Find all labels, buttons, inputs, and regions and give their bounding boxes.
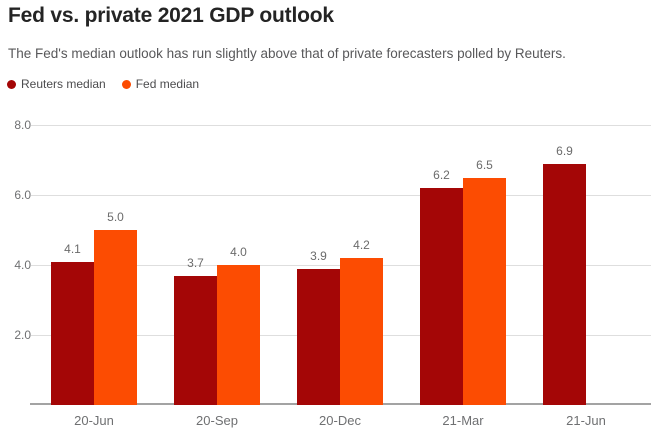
- y-axis-tick-label: 6.0: [14, 188, 31, 202]
- y-axis-tick-label: 2.0: [14, 328, 31, 342]
- legend-item-fed-median: Fed median: [121, 77, 200, 91]
- bar-value-label: 5.0: [107, 210, 124, 224]
- bar-fed-median-20-jun: [94, 230, 137, 405]
- legend-label: Reuters median: [21, 77, 106, 91]
- x-axis-label: 20-Dec: [319, 413, 361, 428]
- bar-fed-median-21-mar: [463, 177, 506, 405]
- y-axis-tick-label: 4.0: [14, 258, 31, 272]
- x-axis-label: 20-Sep: [196, 413, 238, 428]
- bar-value-label: 6.9: [556, 143, 573, 158]
- page-title: Fed vs. private 2021 GDP outlook: [8, 4, 334, 27]
- gridline: [31, 194, 651, 196]
- legend-item-reuters-median: Reuters median: [7, 77, 106, 91]
- bar-chart: 2.0 4.0 6.0 8.0 4.1 5.0 20-Jun 3.7 4.0 20-Sep 3.9 4…: [0, 118, 651, 429]
- bar-value-label: 6.5: [476, 157, 493, 172]
- bar-fed-median-20-sep: [217, 265, 260, 405]
- bar-reuters-median-20-dec: [297, 268, 340, 405]
- bar-reuters-median-20-jun: [51, 261, 94, 405]
- x-axis-label: 21-Jun: [566, 413, 606, 428]
- y-axis-tick-label: 8.0: [14, 118, 31, 132]
- bar-reuters-median-20-sep: [174, 275, 217, 405]
- bar-value-label: 4.2: [353, 238, 370, 252]
- gridline: [31, 124, 651, 126]
- chart-subtitle: The Fed's median outlook has run slightl…: [8, 46, 566, 61]
- bar-value-label: 4.1: [64, 241, 81, 256]
- bar-fed-median-20-dec: [340, 258, 383, 405]
- bar-value-label: 3.7: [187, 255, 204, 270]
- chart-legend: Reuters median Fed median: [7, 77, 199, 91]
- legend-label: Fed median: [135, 77, 200, 91]
- bar-value-label: 4.0: [230, 245, 247, 259]
- x-axis-label: 20-Jun: [74, 413, 114, 428]
- bar-value-label: 6.2: [433, 168, 450, 182]
- legend-dot-icon: [7, 79, 16, 89]
- bar-reuters-median-21-jun: [543, 163, 586, 405]
- legend-dot-icon: [121, 79, 131, 89]
- bar-reuters-median-21-mar: [420, 188, 463, 405]
- bar-value-label: 3.9: [310, 248, 327, 263]
- x-axis-label: 21-Mar: [442, 413, 484, 428]
